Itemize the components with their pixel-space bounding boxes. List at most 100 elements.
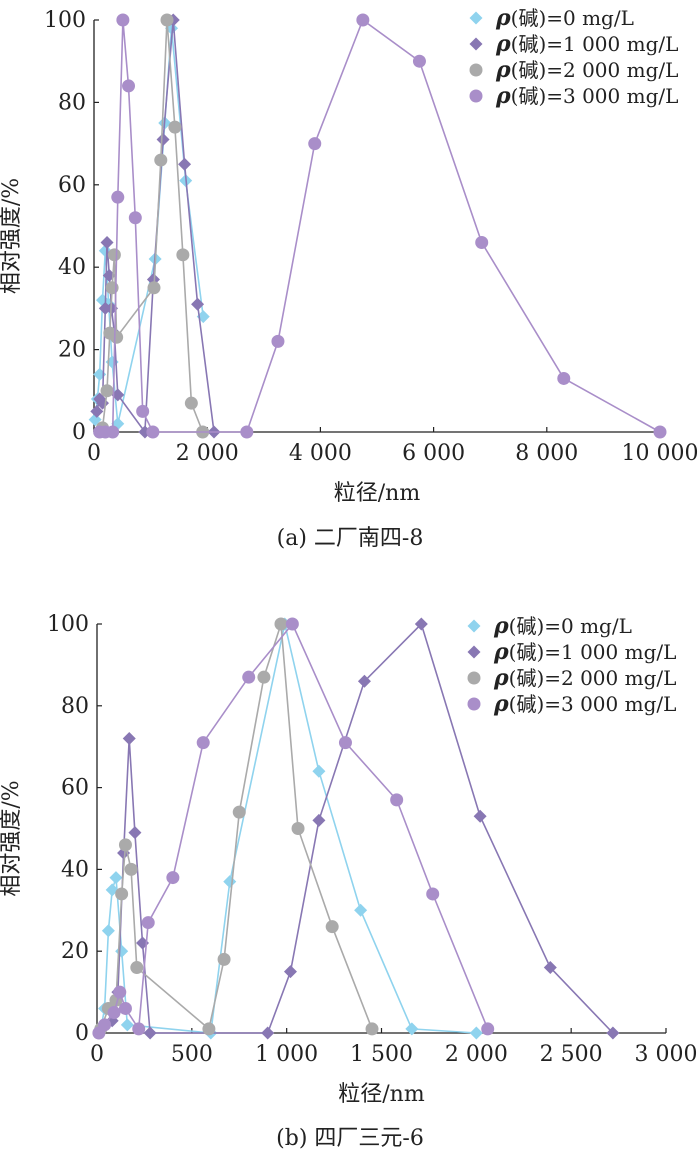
data-point <box>156 132 170 146</box>
data-point <box>257 670 271 684</box>
y-tick-label: 80 <box>61 694 89 719</box>
data-point <box>202 1022 216 1036</box>
legend-label: ρ(碱)=0 mg/L <box>493 613 632 639</box>
legend-label: ρ(碱)=1 000 mg/L <box>493 639 676 665</box>
data-point <box>118 1001 132 1015</box>
data-point <box>232 805 246 819</box>
data-point <box>325 920 339 934</box>
data-point <box>113 985 127 999</box>
legend-label: ρ(碱)=1 000 mg/L <box>495 31 678 57</box>
data-point <box>130 961 144 975</box>
data-point <box>354 903 368 917</box>
data-point <box>338 736 352 750</box>
data-point <box>312 813 326 827</box>
y-axis-title: 相对强度/% <box>0 780 24 896</box>
y-tick-label: 40 <box>58 255 86 280</box>
x-axis-title: 粒径/nm <box>338 1082 425 1107</box>
data-point <box>242 670 256 684</box>
data-point <box>469 1026 483 1040</box>
data-point <box>136 404 150 418</box>
x-tick-label: 500 <box>171 1042 213 1067</box>
data-point <box>178 157 192 171</box>
chart-panel-0: 0 20 40 60 80 100 0 2 000 4 000 6 000 8 000 10 000 粒… <box>0 5 698 551</box>
data-point <box>100 384 114 398</box>
data-point <box>160 13 174 27</box>
data-point <box>111 190 125 204</box>
data-point <box>115 887 129 901</box>
legend-marker <box>467 697 481 711</box>
data-point <box>475 235 489 249</box>
data-point <box>122 79 136 93</box>
data-point <box>390 793 404 807</box>
data-point <box>111 388 125 402</box>
data-point <box>312 764 326 778</box>
data-point <box>107 1006 121 1020</box>
data-point <box>481 1022 495 1036</box>
x-tick-label: 8 000 <box>515 441 578 466</box>
data-point <box>166 871 180 885</box>
x-tick-label: 2 500 <box>540 1042 603 1067</box>
data-point <box>118 838 132 852</box>
data-point <box>405 1022 419 1036</box>
data-point <box>168 120 182 134</box>
legend-label: ρ(碱)=0 mg/L <box>495 5 634 31</box>
data-point <box>357 674 371 688</box>
legend-marker <box>469 11 483 25</box>
data-point <box>106 425 120 439</box>
data-point <box>283 965 297 979</box>
y-tick-label: 100 <box>47 612 89 637</box>
data-point <box>141 916 155 930</box>
legend-label: ρ(碱)=2 000 mg/L <box>495 57 678 83</box>
legend-marker <box>469 89 483 103</box>
data-point <box>98 1018 112 1032</box>
data-point <box>116 13 130 27</box>
data-point <box>122 732 136 746</box>
data-point <box>557 371 571 385</box>
legend-marker <box>467 671 481 685</box>
data-point <box>308 137 322 151</box>
data-point <box>101 924 115 938</box>
x-tick-label: 2 000 <box>176 441 239 466</box>
series-2 <box>95 13 210 439</box>
legend-marker <box>467 645 481 659</box>
y-axis-title: 相对强度/% <box>0 178 24 294</box>
data-point <box>285 617 299 631</box>
data-point <box>124 862 138 876</box>
series-line <box>100 623 477 1034</box>
x-tick-label: 3 000 <box>635 1042 698 1067</box>
data-point <box>414 617 428 631</box>
data-point <box>473 809 487 823</box>
legend: ρ(碱)=0 mg/Lρ(碱)=1 000 mg/Lρ(碱)=2 000 mg/… <box>467 613 676 717</box>
series-3 <box>93 13 667 439</box>
data-point <box>109 871 123 885</box>
y-tick-label: 40 <box>61 857 89 882</box>
data-point <box>356 13 370 27</box>
y-tick-label: 0 <box>75 1021 89 1046</box>
data-point <box>100 235 114 249</box>
data-point <box>271 334 285 348</box>
data-point <box>196 736 210 750</box>
legend-label: ρ(碱)=3 000 mg/L <box>493 691 676 717</box>
data-point <box>217 952 231 966</box>
data-point <box>107 248 121 262</box>
data-point <box>184 396 198 410</box>
data-point <box>120 1018 134 1032</box>
legend: ρ(碱)=0 mg/Lρ(碱)=1 000 mg/Lρ(碱)=2 000 mg/… <box>469 5 678 109</box>
x-axis-title: 粒径/nm <box>334 481 421 506</box>
legend-label: ρ(碱)=3 000 mg/L <box>495 83 678 109</box>
data-point <box>154 153 168 167</box>
data-point <box>653 425 667 439</box>
data-point <box>543 961 557 975</box>
data-point <box>191 297 205 311</box>
x-tick-label: 0 <box>87 441 101 466</box>
legend-marker <box>469 37 483 51</box>
data-point <box>143 1026 157 1040</box>
data-point <box>115 944 129 958</box>
x-tick-label: 6 000 <box>402 441 465 466</box>
series-3 <box>92 617 495 1040</box>
data-point <box>128 211 142 225</box>
series-1 <box>90 13 221 439</box>
